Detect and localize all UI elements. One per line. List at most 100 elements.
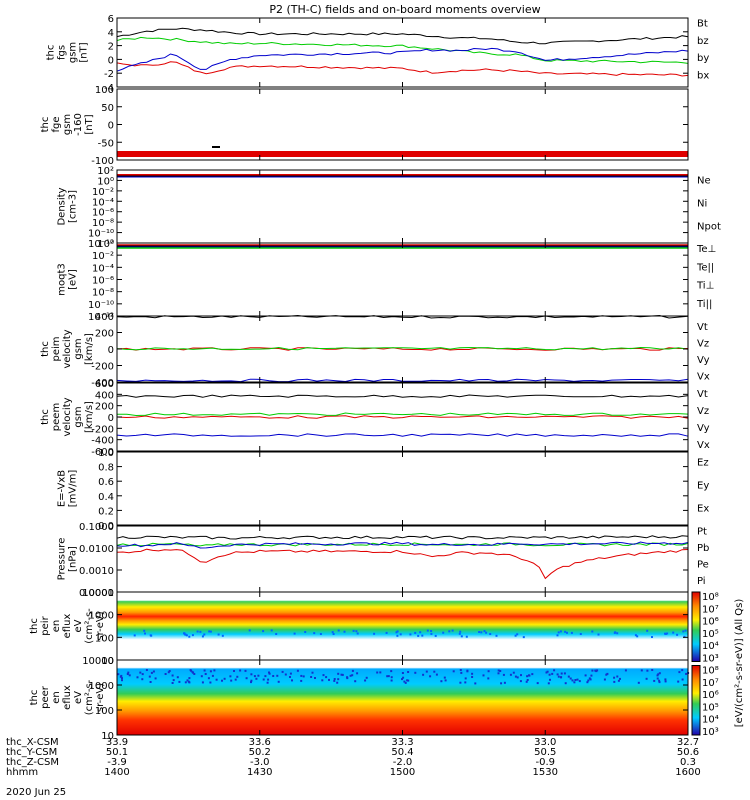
colorbar-tick-label: 10⁵ [702, 702, 719, 713]
legend-entry-bx: bx [697, 70, 709, 81]
heatmap-speck [276, 674, 279, 677]
heatmap-speck [139, 671, 142, 674]
heatmap-speck [613, 676, 616, 679]
series-line-Vt [116, 394, 689, 398]
fge-red-band [117, 151, 688, 157]
heatmap-speck [665, 632, 667, 635]
heatmap-speck [188, 635, 191, 638]
colorbar-lower [691, 665, 701, 736]
heatmap-speck [255, 677, 258, 680]
heatmap-speck [268, 671, 270, 674]
heatmap-speck [571, 679, 574, 682]
heatmap-speck [390, 676, 393, 679]
heatmap-speck [514, 675, 517, 678]
heatmap-speck [136, 676, 139, 679]
heatmap-speck [346, 677, 349, 680]
heatmap-speck [284, 673, 287, 676]
heatmap-speck [250, 673, 253, 676]
heatmap-speck [459, 681, 462, 684]
heatmap-speck [406, 679, 409, 682]
y-axis-label-line: sr-eV) [95, 683, 106, 712]
heatmap-speck [343, 630, 346, 633]
y-tick-label: 10⁻⁴ [92, 197, 114, 208]
heatmap-speck [402, 676, 405, 679]
y-axis-label-line: peem [51, 403, 62, 431]
heatmap-speck [184, 633, 187, 636]
colorbar-tick-label: 10⁶ [702, 690, 719, 701]
ephemeris-row-label: thc_Y-CSM [6, 747, 57, 758]
heatmap-speck [676, 633, 679, 636]
heatmap-speck [474, 682, 477, 685]
ephemeris-value: 33.3 [391, 737, 413, 748]
y-axis-label-line: thc [40, 341, 51, 357]
heatmap-speck [257, 674, 260, 677]
y-axis-label-line: eV [73, 691, 84, 704]
y-tick-label: 10 [101, 656, 114, 667]
y-tick-label: 0.0010 [79, 566, 114, 577]
series-line-Pi [116, 541, 689, 549]
heatmap-speck [590, 674, 593, 677]
heatmap-speck [597, 633, 600, 636]
panel-frame [116, 451, 689, 526]
y-axis-label-line: peir [40, 615, 51, 635]
heatmap-speck [499, 670, 502, 672]
heatmap-texture [133, 629, 687, 639]
heatmap-speck [459, 669, 462, 671]
heatmap-speck [452, 670, 455, 673]
heatmap-speck [603, 678, 606, 681]
heatmap-speck [178, 680, 181, 683]
heatmap-field [117, 592, 688, 660]
y-tick-label: -400 [91, 436, 114, 447]
colorbar-tick-label: 10⁸ [702, 666, 719, 677]
heatmap-speck [678, 671, 681, 674]
heatmap-speck [645, 677, 648, 680]
heatmap-speck [435, 673, 438, 676]
heatmap-speck [304, 631, 307, 633]
heatmap-speck [399, 633, 402, 636]
heatmap-speck [403, 680, 406, 683]
y-tick-label: 200 [95, 402, 114, 413]
y-tick-label: -100 [91, 156, 114, 167]
y-axis-label-line: eV [73, 619, 84, 632]
heatmap-speck [275, 633, 278, 635]
heatmap-speck [569, 677, 572, 680]
heatmap-speck [525, 680, 528, 683]
heatmap-speck [379, 671, 382, 674]
y-tick-label: 50 [101, 103, 114, 114]
heatmap-speck [551, 672, 554, 675]
series-line-Bt [116, 27, 689, 45]
ephemeris-row-label: hhmm [6, 767, 38, 778]
y-tick-label: 0 [108, 55, 114, 66]
heatmap-speck [617, 679, 620, 682]
heatmap-speck [430, 630, 433, 632]
heatmap-speck [191, 634, 194, 637]
ephemeris-value: 1600 [675, 767, 700, 778]
heatmap-speck [262, 630, 265, 633]
heatmap-speck [328, 678, 330, 681]
heatmap-speck [390, 670, 393, 673]
legend-entry-Vz: Vz [697, 339, 709, 350]
heatmap-speck [385, 631, 388, 634]
heatmap-speck [352, 629, 355, 632]
heatmap-speck [514, 634, 517, 637]
heatmap-speck [311, 671, 314, 674]
heatmap-speck [464, 681, 467, 684]
heatmap-speck [322, 674, 325, 677]
heatmap-speck [164, 673, 167, 675]
heatmap-speck [188, 681, 191, 684]
heatmap-speck [221, 634, 224, 637]
heatmap-speck [395, 631, 398, 634]
heatmap-speck [373, 632, 376, 635]
y-tick-label: 1.0 [98, 448, 114, 459]
heatmap-speck [356, 632, 359, 635]
y-tick-label: 0.0100 [79, 544, 114, 555]
panel-efield: 1.0 0.8 0.6 0.4 0.2 0.0 E=-VxB [mV/m] Ez Ey Ex [57, 448, 710, 532]
heatmap-speck [239, 669, 242, 672]
heatmap-speck [154, 677, 157, 680]
heatmap-speck [250, 681, 252, 684]
series-line-by [116, 36, 689, 64]
heatmap-speck [567, 675, 570, 678]
heatmap-speck [646, 669, 649, 672]
heatmap-speck [268, 672, 271, 675]
